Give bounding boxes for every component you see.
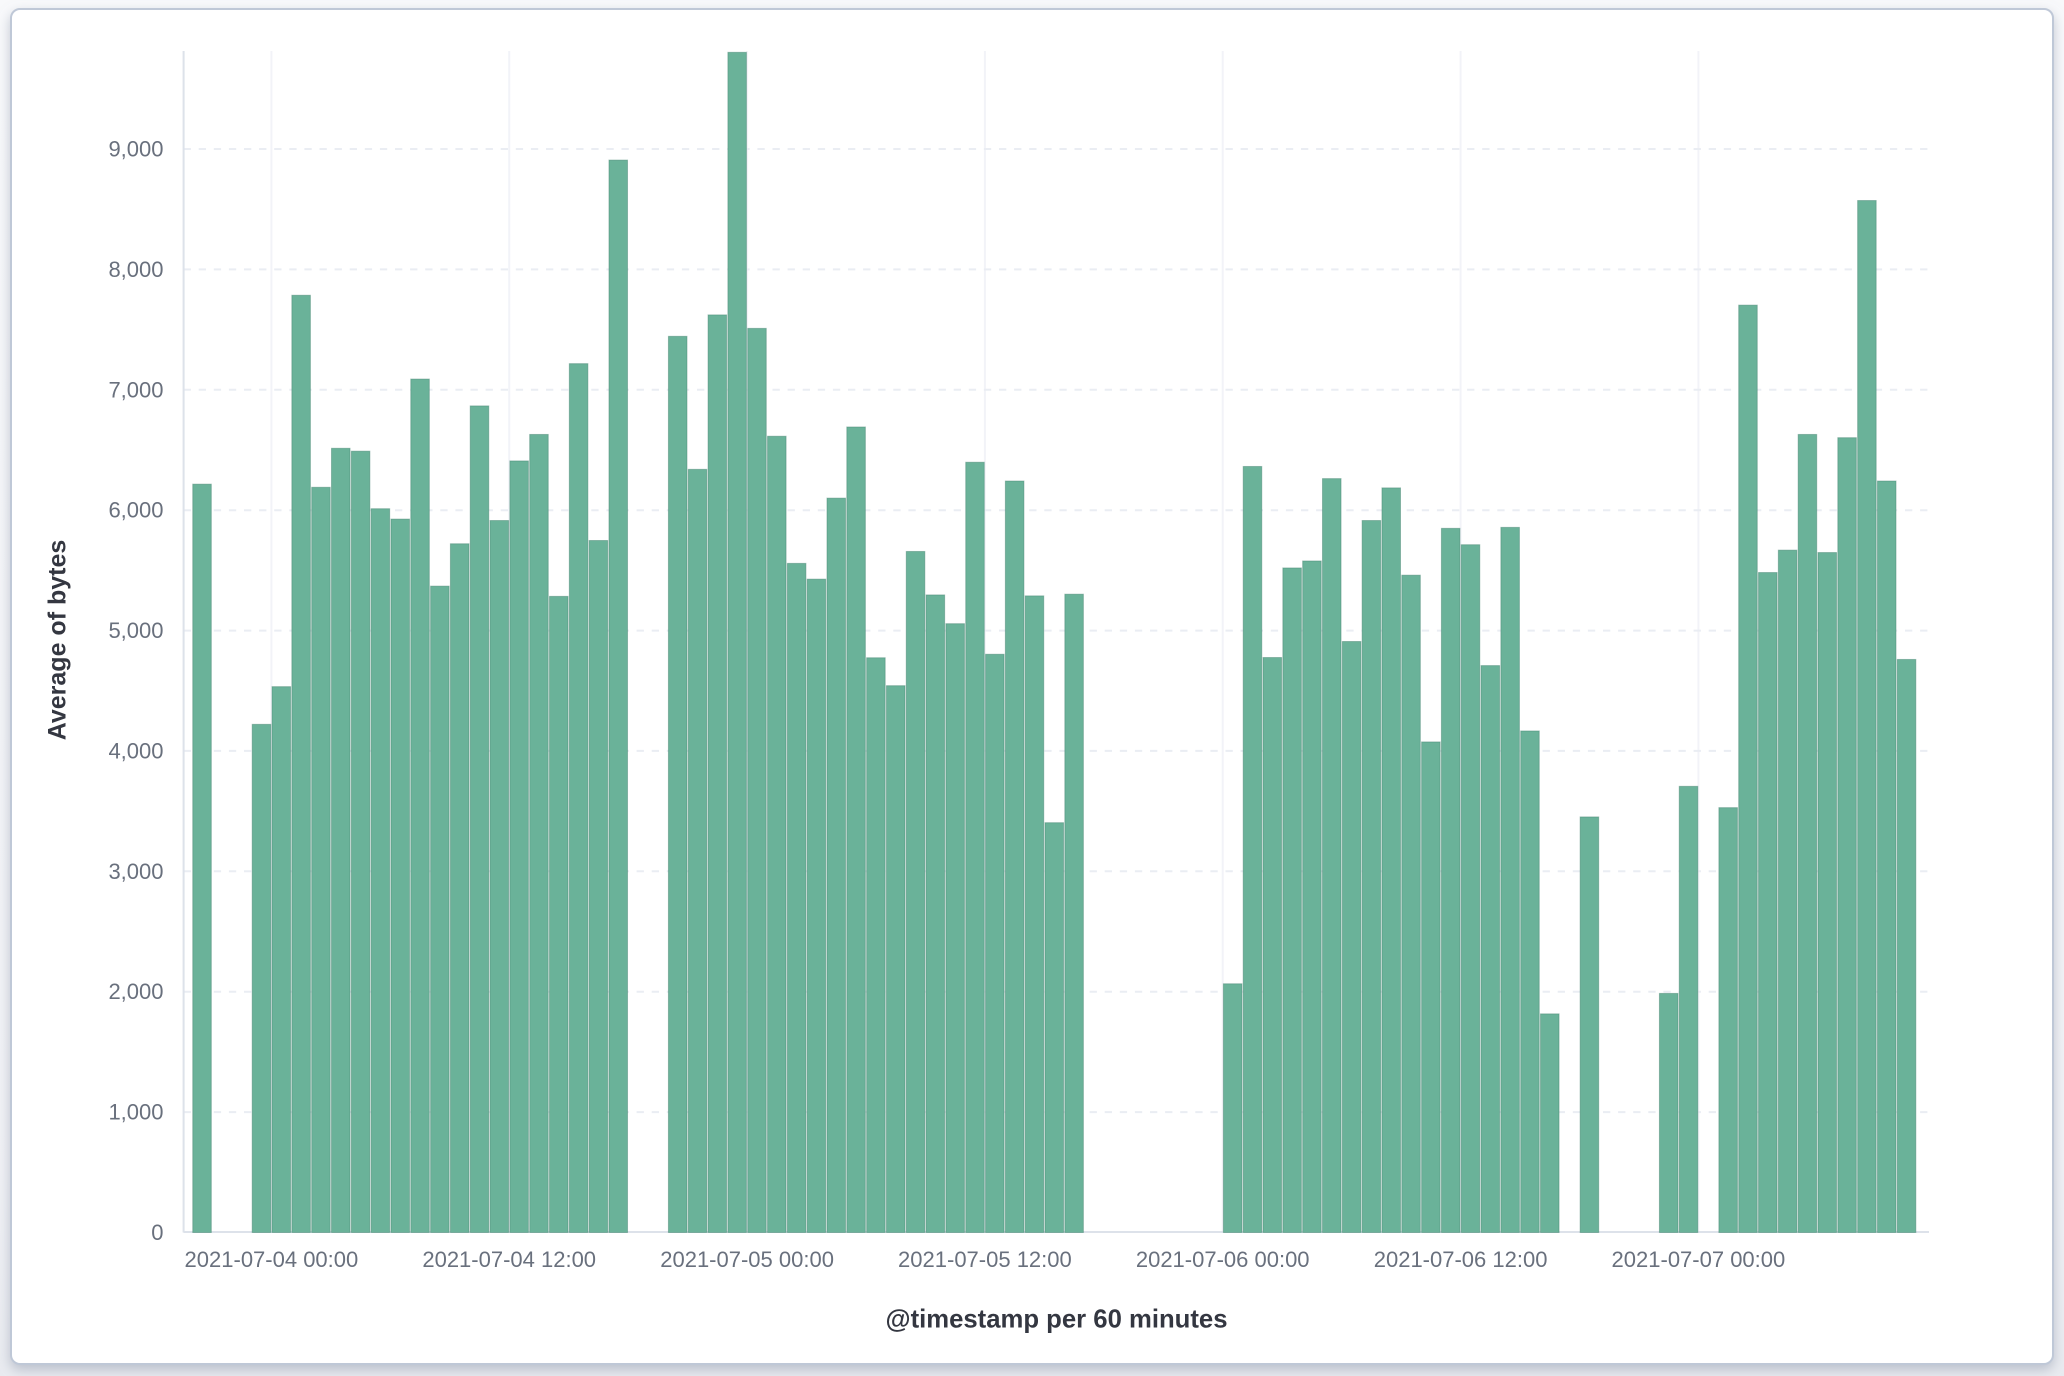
- svg-text:2021-07-05 00:00: 2021-07-05 00:00: [660, 1247, 834, 1272]
- svg-text:2021-07-04 00:00: 2021-07-04 00:00: [185, 1247, 359, 1272]
- svg-text:5,000: 5,000: [108, 618, 163, 643]
- svg-text:1,000: 1,000: [108, 1100, 163, 1125]
- svg-text:6,000: 6,000: [108, 498, 163, 523]
- svg-text:2021-07-04 12:00: 2021-07-04 12:00: [422, 1247, 596, 1272]
- svg-text:2021-07-07 00:00: 2021-07-07 00:00: [1612, 1247, 1786, 1272]
- svg-text:7,000: 7,000: [108, 377, 163, 402]
- svg-text:8,000: 8,000: [108, 257, 163, 282]
- svg-text:2021-07-06 00:00: 2021-07-06 00:00: [1136, 1247, 1310, 1272]
- svg-text:@timestamp per 60 minutes: @timestamp per 60 minutes: [886, 1306, 1228, 1334]
- svg-text:3,000: 3,000: [108, 859, 163, 884]
- svg-text:Average of bytes: Average of bytes: [44, 540, 72, 741]
- svg-text:2021-07-05 12:00: 2021-07-05 12:00: [898, 1247, 1072, 1272]
- svg-text:2,000: 2,000: [108, 979, 163, 1004]
- svg-text:2021-07-06 12:00: 2021-07-06 12:00: [1374, 1247, 1548, 1272]
- svg-text:9,000: 9,000: [108, 137, 163, 162]
- svg-text:0: 0: [151, 1220, 163, 1245]
- svg-text:4,000: 4,000: [108, 738, 163, 763]
